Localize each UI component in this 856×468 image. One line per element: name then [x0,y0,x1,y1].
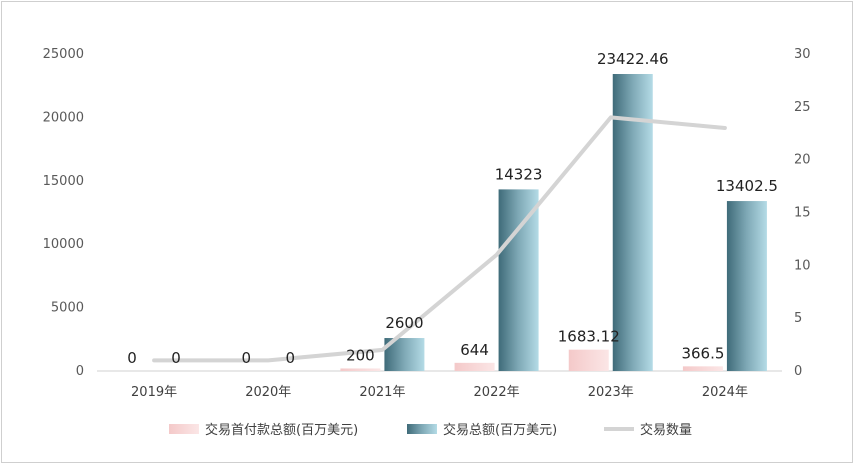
y-right-tick-label: 15 [794,206,811,221]
data-label-down-payment: 0 [241,349,251,367]
legend-item-total-amount: 交易总额(百万美元) [407,422,557,438]
data-label-down-payment: 366.5 [681,344,724,362]
data-label-total-amount: 2600 [385,314,423,332]
data-label-total-amount: 14323 [495,165,543,183]
legend-item-down-payment: 交易首付款总额(百万美元) [169,422,358,438]
y-left-tick-label: 5000 [51,301,84,316]
data-label-total-amount: 13402.5 [716,177,778,195]
bar-total-amount [499,189,539,371]
y-right-tick-label: 0 [794,364,802,379]
bar-down-payment [683,366,723,371]
bar-down-payment [455,363,495,371]
x-tick-label: 2023年 [588,385,634,400]
y-left-tick-label: 25000 [43,47,84,62]
y-left-tick-label: 15000 [43,174,84,189]
legend-swatch [169,424,199,434]
data-label-total-amount: 0 [171,349,181,367]
data-label-down-payment: 0 [127,349,137,367]
x-tick-label: 2021年 [359,385,405,400]
data-label-down-payment: 644 [460,341,489,359]
y-left-tick-label: 0 [76,364,84,379]
legend-label: 交易总额(百万美元) [443,422,557,438]
legend-swatch [407,424,437,434]
legend-label: 交易首付款总额(百万美元) [205,422,358,438]
y-left-tick-label: 20000 [43,110,84,125]
data-labels-layer: 0 0 200 644 1683.12 366.5 0 0 2600 14323 23422.46 1… [127,50,778,367]
y-right-tick-label: 25 [794,100,811,115]
data-label-total-amount: 0 [285,349,295,367]
y-right-tick-label: 5 [794,311,802,326]
x-tick-label: 2019年 [131,385,177,400]
data-label-total-amount: 23422.46 [597,50,669,68]
x-tick-label: 2020年 [245,385,291,400]
bar-down-payment [569,350,609,371]
legend: 交易首付款总额(百万美元) 交易总额(百万美元) 交易数量 [169,422,692,438]
legend-label: 交易数量 [640,422,692,438]
y-left-tick-label: 10000 [43,237,84,252]
legend-item-trade-count: 交易数量 [604,422,692,438]
data-label-down-payment: 200 [346,346,375,364]
data-label-down-payment: 1683.12 [558,328,620,346]
y-right-tick-label: 30 [794,47,811,62]
y-right-tick-label: 10 [794,258,811,273]
y-right-tick-label: 20 [794,153,811,168]
bar-total-amount [727,201,767,371]
x-tick-label: 2022年 [474,385,520,400]
x-tick-label: 2024年 [702,385,748,400]
bar-down-payment [340,368,380,371]
